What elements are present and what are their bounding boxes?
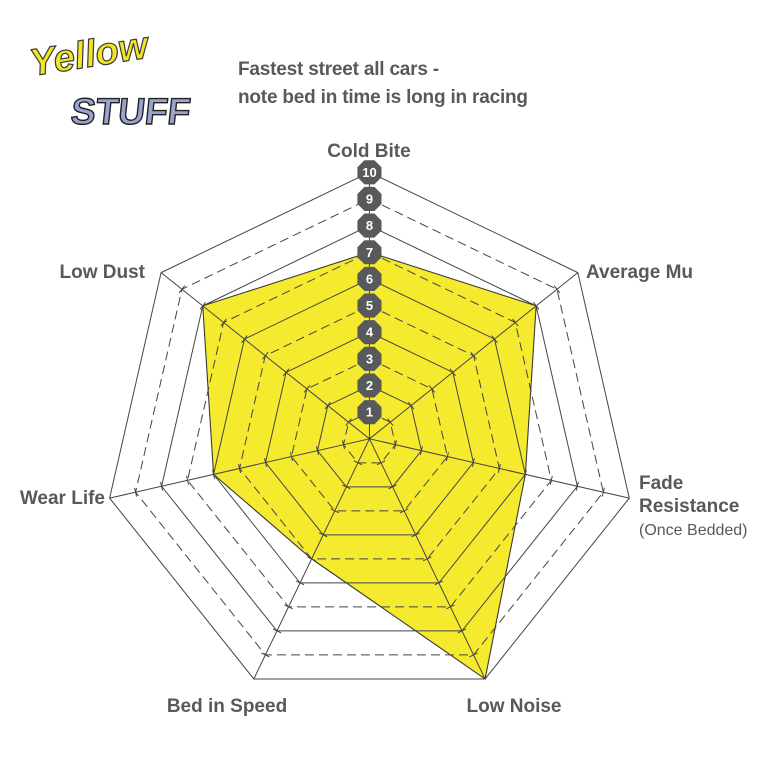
svg-text:10: 10 [362, 165, 376, 180]
svg-text:2: 2 [366, 378, 373, 393]
svg-text:4: 4 [366, 325, 374, 340]
svg-text:5: 5 [366, 298, 373, 313]
svg-text:3: 3 [366, 351, 373, 366]
svg-text:6: 6 [366, 271, 373, 286]
svg-text:9: 9 [366, 191, 373, 206]
svg-text:7: 7 [366, 245, 373, 260]
svg-text:8: 8 [366, 218, 373, 233]
svg-text:1: 1 [366, 405, 373, 420]
